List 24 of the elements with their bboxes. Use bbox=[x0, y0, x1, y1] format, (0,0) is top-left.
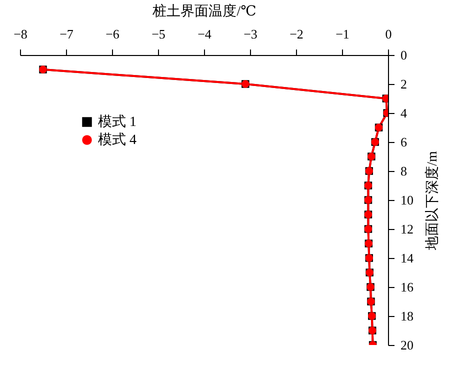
legend-label: 模式 4 bbox=[98, 132, 136, 148]
x-tick-label: −1 bbox=[336, 26, 350, 42]
x-tick-label: −2 bbox=[290, 26, 304, 42]
y-tick-label: 18 bbox=[400, 308, 414, 324]
y-tick-label: 10 bbox=[400, 192, 414, 208]
legend-label: 模式 1 bbox=[98, 114, 136, 130]
x-axis-title: 桩土界面温度/℃ bbox=[152, 4, 256, 20]
y-tick-label: 20 bbox=[400, 338, 414, 352]
y-tick-label: 0 bbox=[400, 48, 407, 62]
x-tick-label: −6 bbox=[106, 26, 120, 42]
y-tick-label: 12 bbox=[400, 222, 414, 236]
y-tick-label: 6 bbox=[400, 134, 408, 150]
x-tick-label: −5 bbox=[152, 26, 166, 42]
y-tick-label: 4 bbox=[400, 106, 408, 120]
x-tick-label: −8 bbox=[14, 26, 28, 42]
y-tick-label: 14 bbox=[400, 250, 414, 266]
x-tick-label: 0 bbox=[385, 26, 392, 42]
y-axis-title: 地面以下深度/m bbox=[424, 151, 440, 251]
x-tick-label: −7 bbox=[60, 26, 74, 42]
y-tick-label: 16 bbox=[400, 280, 414, 294]
x-tick-label: −4 bbox=[198, 26, 212, 42]
y-tick-label: 8 bbox=[400, 164, 407, 178]
y-tick-label: 2 bbox=[400, 76, 407, 92]
x-tick-label: −3 bbox=[244, 26, 258, 42]
